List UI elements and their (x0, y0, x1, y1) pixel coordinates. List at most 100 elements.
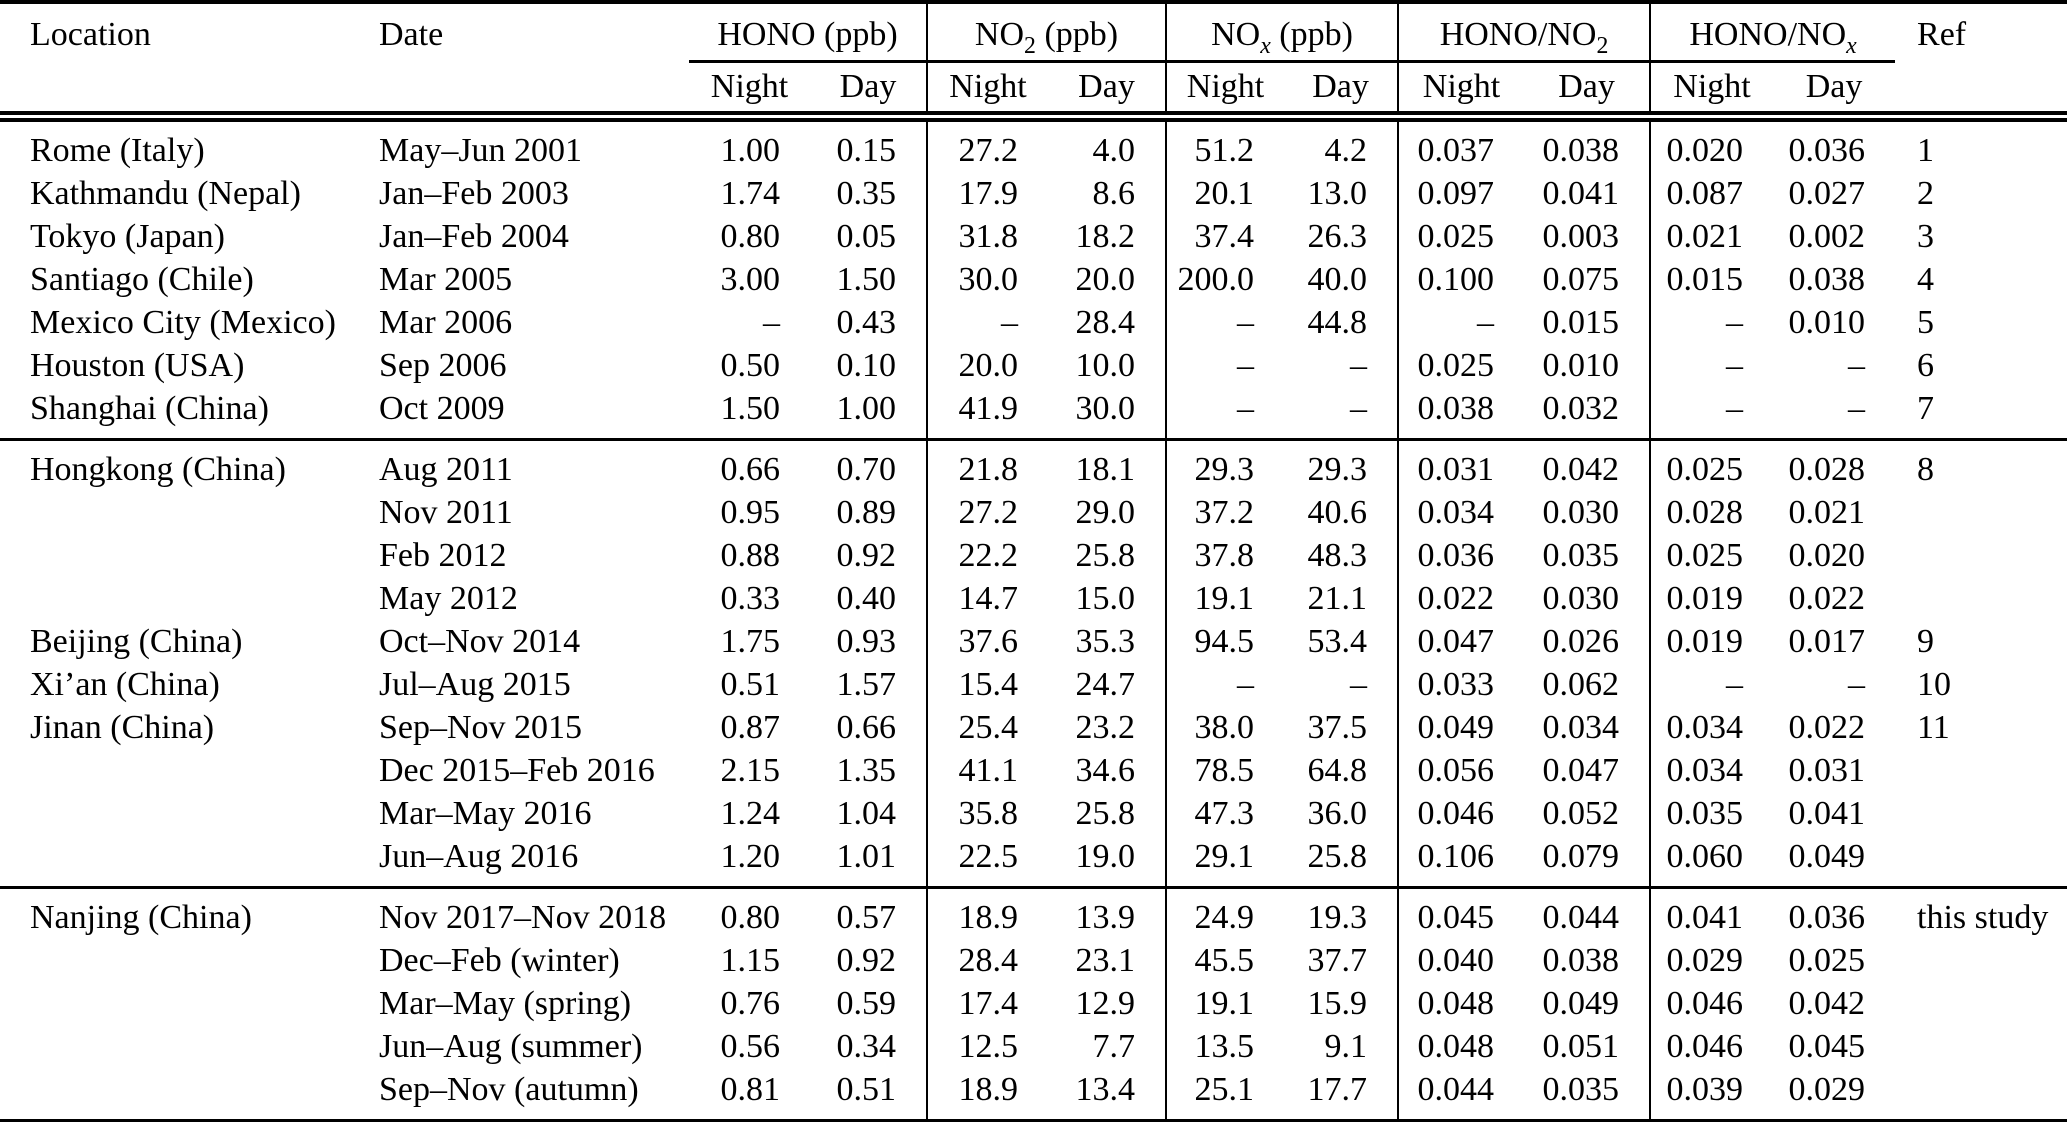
hono-nox-day-value: 0.042 (1788, 984, 1866, 1022)
hono-no2-day-value: 0.034 (1542, 708, 1620, 746)
date-cell: May 2012 (379, 579, 518, 617)
hono-no2-day-value: 0.026 (1542, 622, 1620, 660)
hono-nox-night-value: – (1649, 301, 1774, 344)
hono-night-value: 0.95 (720, 493, 781, 531)
hono-no2-day-value: 0.075 (1542, 260, 1620, 298)
hono-no2-night-value: 0.025 (1397, 215, 1525, 258)
hono-day-value: 0.92 (836, 536, 897, 574)
no2-night-value: 22.5 (926, 835, 1048, 888)
hono-nox-day-value: 0.045 (1788, 1027, 1866, 1065)
ref-cell (1895, 491, 2067, 534)
hono-nox-day-value: 0.022 (1788, 579, 1866, 617)
date-cell: Jun–Aug 2016 (379, 837, 579, 875)
no2-night-value: 30.0 (926, 258, 1048, 301)
ref-cell: 2 (1917, 174, 1935, 212)
hono-day-value: 0.59 (836, 984, 897, 1022)
table-row: May 2012 0.33 0.40 14.7 15.0 19.1 21.1 0.022 0.0… (0, 577, 2067, 620)
location-cell (0, 982, 355, 1025)
ref-cell: 9 (1917, 622, 1935, 660)
hono-nox-day-value: 0.041 (1788, 794, 1866, 832)
no2-night-value: 18.9 (926, 1068, 1048, 1121)
no2-night-value: 12.5 (926, 1025, 1048, 1068)
nox-day-value: 48.3 (1307, 536, 1368, 574)
nox-night-value: 38.0 (1165, 706, 1285, 749)
table-row: Jinan (China) Sep–Nov 2015 0.87 0.66 25.4 23.… (0, 706, 2067, 749)
header-group-hono-nox-sub: x (1846, 32, 1857, 59)
hono-no2-day-value: 0.032 (1542, 389, 1620, 427)
date-cell: Jun–Aug (summer) (379, 1027, 643, 1065)
date-cell: Jul–Aug 2015 (379, 665, 571, 703)
ref-cell (1895, 982, 2067, 1025)
hono-nox-day-value: 0.020 (1788, 536, 1866, 574)
nox-day-value: 64.8 (1307, 751, 1368, 789)
ref-cell (1895, 749, 2067, 792)
header-sub-row: Night Day Night Day Night Day Night Day … (0, 61, 2067, 122)
nox-night-value: 25.1 (1165, 1068, 1285, 1121)
no2-day-value: 19.0 (1075, 837, 1136, 875)
hono-no2-night-value: 0.048 (1397, 982, 1525, 1025)
no2-day-value: 23.1 (1075, 941, 1136, 979)
hono-night-value: 0.87 (720, 708, 781, 746)
hono-no2-day-value: 0.044 (1524, 886, 1651, 939)
no2-night-value: 27.2 (926, 491, 1048, 534)
hono-nox-night-value: – (1649, 387, 1774, 440)
location-cell: Shanghai (China) (30, 389, 269, 427)
hono-night-value: 0.33 (720, 579, 781, 617)
no2-night-value: 15.4 (926, 663, 1048, 706)
hono-no2-night-value: 0.033 (1397, 663, 1525, 706)
location-cell (0, 534, 355, 577)
location-cell: Mexico City (Mexico) (30, 303, 336, 341)
hono-no2-night-value: – (1397, 301, 1525, 344)
nox-night-value: – (1165, 344, 1285, 387)
table-section-this-study: Nanjing (China) Nov 2017–Nov 2018 0.80 0.57… (0, 886, 2067, 1121)
date-cell: Sep–Nov (autumn) (379, 1070, 639, 1108)
no2-night-value: 21.8 (926, 438, 1048, 491)
nox-day-value: 40.0 (1307, 260, 1368, 298)
ref-cell (1895, 939, 2067, 982)
nox-night-value: 37.8 (1165, 534, 1285, 577)
table-row: Mar–May (spring) 0.76 0.59 17.4 12.9 19.1 15.9… (0, 982, 2067, 1025)
hono-nox-day-value: 0.029 (1788, 1070, 1866, 1108)
nox-day-value: 37.7 (1307, 941, 1368, 979)
hono-night-value: 0.81 (720, 1070, 781, 1108)
hono-day-value: 1.50 (836, 260, 897, 298)
nox-day-value: – (1350, 346, 1368, 384)
hono-day-value: 0.40 (836, 579, 897, 617)
no2-day-value: 24.7 (1075, 665, 1136, 703)
nox-day-value: 26.3 (1307, 217, 1368, 255)
no2-night-value: 14.7 (926, 577, 1048, 620)
hono-day-value: 0.10 (836, 346, 897, 384)
header-group-hono-nox: HONO/NOx (1649, 2, 1896, 63)
no2-day-value: 28.4 (1075, 303, 1136, 341)
table-row: Mar–May 2016 1.24 1.04 35.8 25.8 47.3 36.0 0.04… (0, 792, 2067, 835)
hono-nox-night-value: 0.041 (1649, 886, 1774, 939)
hono-no2-night-value: 0.036 (1397, 534, 1525, 577)
table-row: Dec–Feb (winter) 1.15 0.92 28.4 23.1 45.5 37.7… (0, 939, 2067, 982)
hono-night-value: 1.24 (720, 794, 781, 832)
ref-cell: 3 (1917, 217, 1935, 255)
hono-night-value: 1.75 (720, 622, 781, 660)
nox-night-value: 94.5 (1165, 620, 1285, 663)
hono-no2-day-value: 0.041 (1542, 174, 1620, 212)
hono-nox-night-value: 0.025 (1649, 438, 1774, 491)
hono-day-value: 1.57 (836, 665, 897, 703)
header-group-no2-sub: 2 (1024, 32, 1036, 59)
hono-nox-night-value: 0.035 (1649, 792, 1774, 835)
ref-cell: 1 (1917, 131, 1935, 169)
hono-nox-night-value: 0.034 (1649, 706, 1774, 749)
ref-cell (1895, 1068, 2067, 1121)
hono-nox-night-value: 0.034 (1649, 749, 1774, 792)
table-row: Santiago (Chile) Mar 2005 3.00 1.50 30.0 20.0… (0, 258, 2067, 301)
hono-day-value: 0.05 (836, 217, 897, 255)
hono-no2-night-value: 0.038 (1397, 387, 1525, 440)
hono-nox-night-value: 0.039 (1649, 1068, 1774, 1121)
hono-day-value: 0.35 (836, 174, 897, 212)
nox-night-value: 13.5 (1165, 1025, 1285, 1068)
ref-cell (1895, 577, 2067, 620)
no2-night-value: 35.8 (926, 792, 1048, 835)
hono-day-value: 1.01 (836, 837, 897, 875)
no2-day-value: 13.4 (1075, 1070, 1136, 1108)
hono-nox-night-value: – (1649, 663, 1774, 706)
location-cell: Nanjing (China) (0, 886, 355, 939)
nox-day-value: 36.0 (1307, 794, 1368, 832)
